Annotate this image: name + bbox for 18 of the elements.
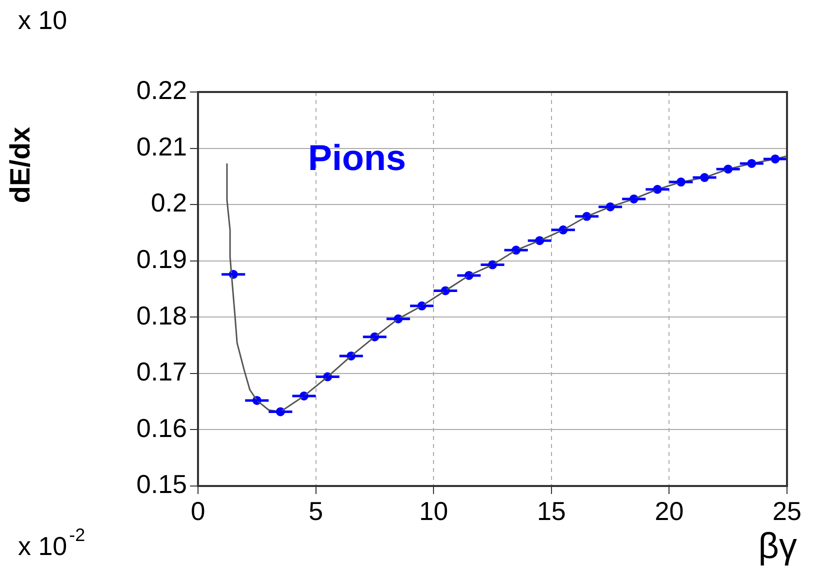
y-tick-label: 0.21 [136,131,187,162]
x-tick-label: 10 [419,496,448,526]
y-tick-label: 0.15 [136,469,187,500]
annotation: Pions [308,136,406,178]
y-tick-label: 0.16 [136,412,187,443]
x-tick-label: 25 [772,496,802,526]
y-tick-label: 0.17 [136,356,187,387]
y-axis-title: dE/dx [4,126,36,204]
x-axis-title: βγ [758,524,797,566]
y-tick-label: 0.19 [136,244,187,274]
x-tick-label: 20 [654,496,684,526]
y-tick-label: 0.22 [136,75,187,106]
x-tick-label: 15 [536,496,566,526]
y-tick-label: 0.2 [150,188,187,218]
x-tick-label: 0 [190,496,206,526]
x-tick-label: 5 [308,496,324,526]
y-tick-label: 0.18 [136,300,187,330]
text: x 10 [18,5,68,36]
